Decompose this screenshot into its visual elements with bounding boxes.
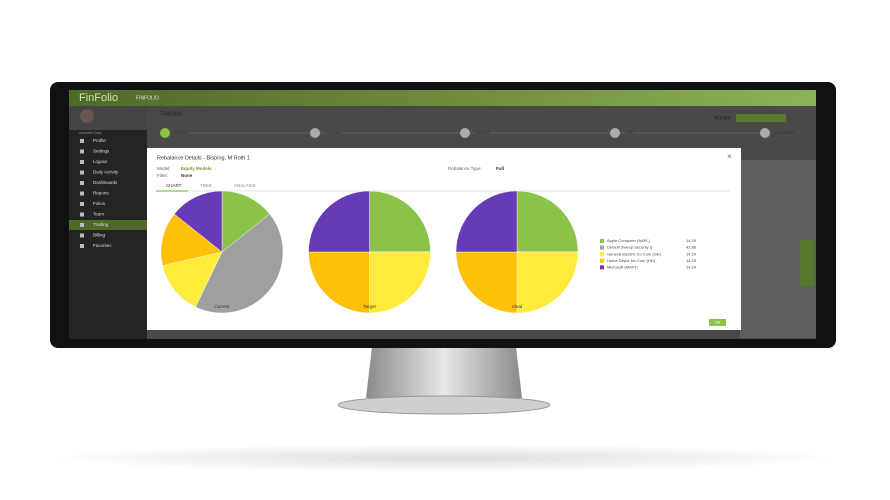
step-label: Create <box>175 130 189 135</box>
side-toolbar[interactable] <box>800 240 814 286</box>
step-label: Fills <box>625 130 634 135</box>
legend-value: 14.29 <box>686 258 697 263</box>
nav-item[interactable]: Folios <box>93 201 106 206</box>
modal-title: Rebalance Details - Bisping, M Roth 1 <box>157 155 250 161</box>
pie-slice <box>221 190 270 253</box>
legend-value: 42.86 <box>686 245 697 250</box>
top-bar <box>69 90 816 106</box>
pie-slice <box>516 190 579 253</box>
nav-icon <box>80 160 84 164</box>
step-label: Reconcile <box>775 130 795 135</box>
action-button[interactable] <box>736 114 786 122</box>
pie-slice <box>369 251 431 314</box>
step-label: Approve <box>325 130 342 135</box>
type-value: Full <box>496 166 504 171</box>
legend-value: 14.29 <box>686 238 697 243</box>
nav-icon <box>80 170 84 175</box>
nav-icon <box>80 202 84 206</box>
nav-item[interactable]: Trading <box>93 222 109 227</box>
avatar <box>80 109 94 123</box>
pie-slice <box>516 251 579 314</box>
brand: FINFOLIO <box>136 95 159 101</box>
nav-icon <box>80 149 84 154</box>
legend-value: 14.29 <box>686 251 697 256</box>
pie-title: Current <box>214 304 230 309</box>
pie-title: Ideal <box>512 304 522 309</box>
step-circle <box>610 128 620 138</box>
filter-label: Filter: <box>157 173 168 178</box>
nav-item[interactable]: Daily Activity <box>93 170 119 175</box>
nav-item[interactable]: Favorites <box>93 243 112 248</box>
tab[interactable]: TREE <box>200 183 212 188</box>
nav-item[interactable]: Team <box>93 212 104 217</box>
pie-slice <box>369 190 431 253</box>
pie-title: Target <box>363 304 376 309</box>
nav-icon <box>80 181 84 185</box>
monitor-label: Monitor <box>714 115 731 121</box>
filter-value: None <box>181 173 193 178</box>
pie-slice <box>308 251 370 314</box>
logo: FinFolio <box>79 92 118 104</box>
stand-base <box>337 395 551 415</box>
pie-slice <box>308 190 370 253</box>
ok-label[interactable]: OK <box>715 320 721 325</box>
pie-slice <box>455 251 518 314</box>
pie-slice <box>162 251 223 308</box>
nav-item[interactable]: Settings <box>93 149 110 154</box>
nav-item[interactable]: Dashboards <box>93 180 118 185</box>
nav-icon <box>80 223 84 227</box>
step-circle <box>460 128 470 138</box>
legend-swatch <box>600 252 604 257</box>
legend-swatch <box>600 239 604 243</box>
ok-button[interactable] <box>709 319 726 326</box>
legend-name: Default Sweep Security () <box>607 245 653 250</box>
pie-slice <box>195 213 284 314</box>
pie-slice <box>160 213 223 266</box>
nav-item[interactable]: Reports <box>93 191 110 196</box>
reflection <box>43 444 843 472</box>
nav-icon <box>80 244 84 248</box>
active-item <box>69 220 147 230</box>
model-label: Model: <box>157 166 171 171</box>
type-label: Rebalance Type: <box>448 166 482 171</box>
nav-item[interactable]: Billing <box>93 233 106 238</box>
nav-item[interactable]: Profile <box>93 138 106 143</box>
legend-swatch <box>600 245 604 250</box>
nav-item[interactable]: Logout <box>93 159 108 164</box>
page-title: TRADING <box>160 111 183 117</box>
step-circle <box>310 128 320 138</box>
pie-slice <box>174 190 223 253</box>
legend-swatch <box>600 265 604 270</box>
legend-value: 14.29 <box>686 264 697 269</box>
nav-icon <box>80 233 84 238</box>
step-circle <box>760 128 770 138</box>
legend-name: Home Depot Inc Com (HD) <box>607 258 656 263</box>
legend-swatch <box>600 258 604 263</box>
step-label: Submit <box>475 130 490 135</box>
close-button[interactable]: × <box>727 152 732 161</box>
tab[interactable]: CHART <box>166 183 182 188</box>
step-circle <box>160 128 170 138</box>
model-value: Equity Models <box>181 166 212 171</box>
legend-name: Apple Computer (AAPL) <box>607 238 651 243</box>
stand <box>366 347 522 398</box>
tab[interactable]: ANALYSIS <box>234 183 256 188</box>
nav-icon <box>80 191 84 196</box>
pie-slice <box>455 190 518 253</box>
nav-icon <box>80 139 84 143</box>
nav-icon <box>80 212 84 217</box>
legend-name: Microsoft (MSFT) <box>607 264 639 269</box>
legend-name: General Electric Co Com (GE) <box>607 251 661 256</box>
user-name: Annette Doe <box>79 130 102 135</box>
